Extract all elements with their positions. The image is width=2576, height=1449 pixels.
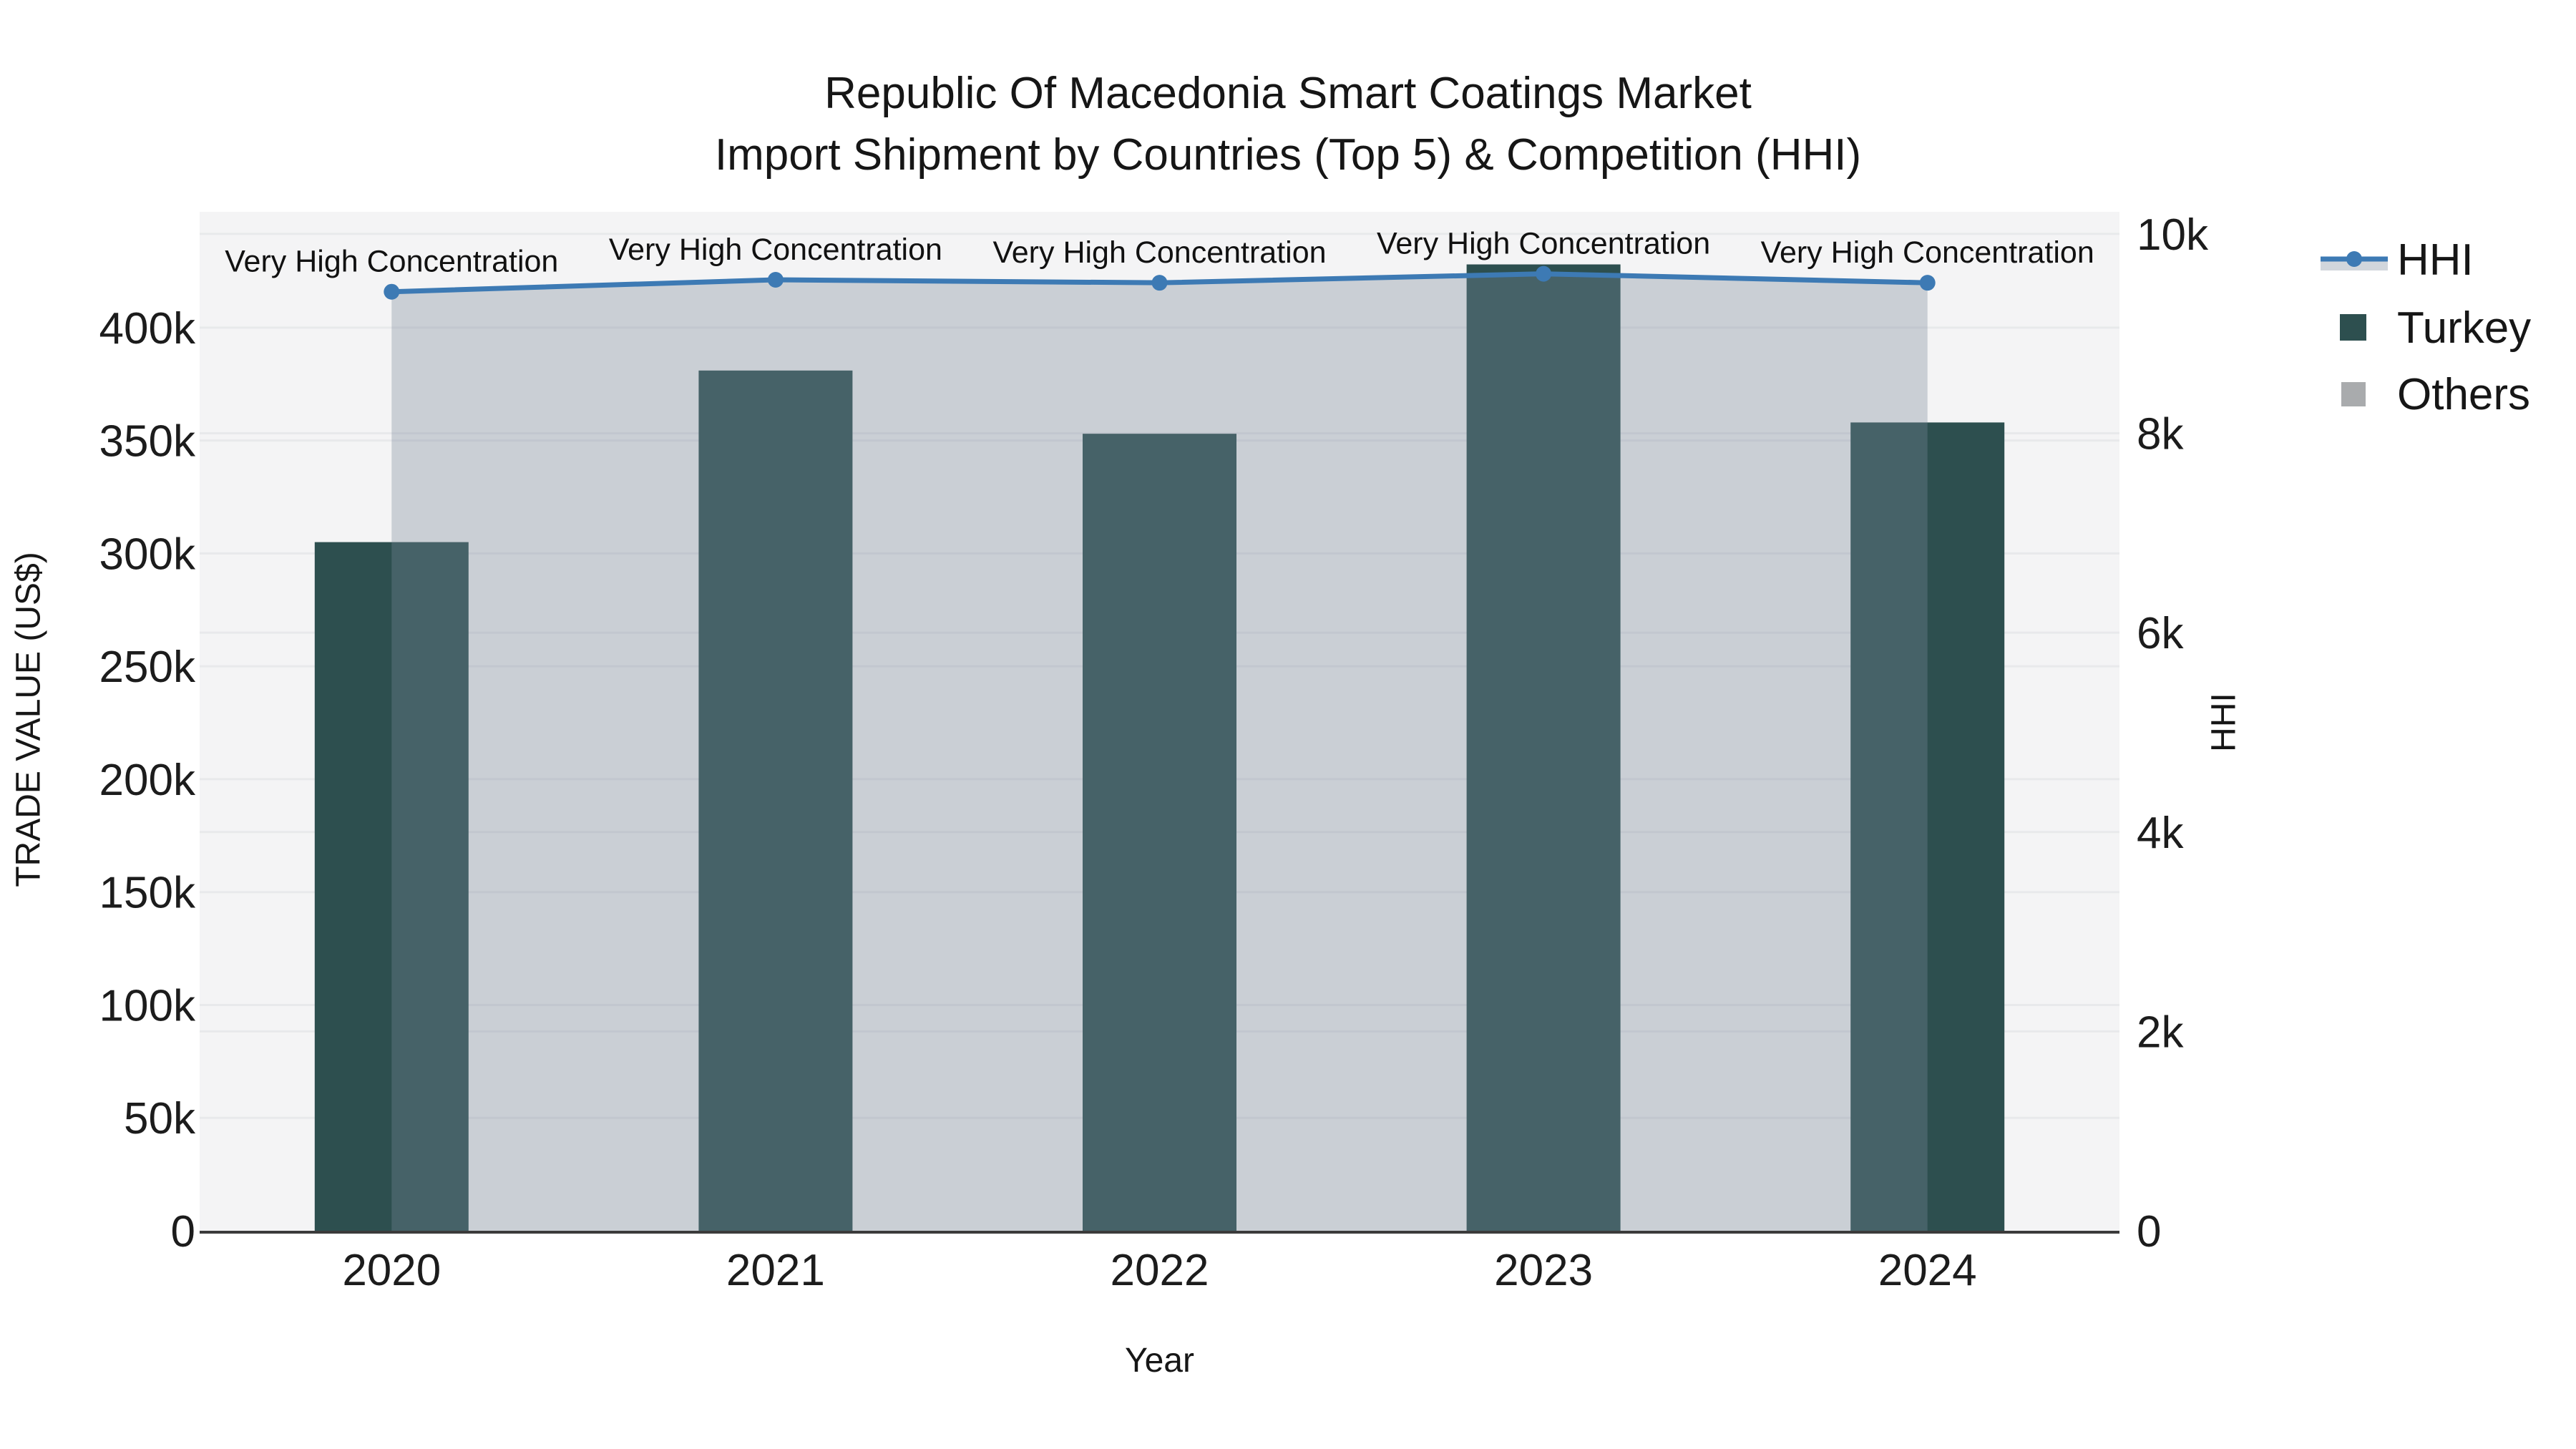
x-tick-label: 2023 — [1494, 1246, 1593, 1295]
turkey-bar[interactable] — [698, 370, 853, 1231]
y-left-tick-label: 150k — [99, 869, 196, 918]
annotation-label: Very High Concentration — [992, 235, 1326, 270]
y-axis-title-left: TRADE VALUE (US$) — [9, 552, 48, 887]
y-right-tick-label: 8k — [2137, 410, 2184, 459]
legend-label-hhi: HHI — [2397, 235, 2474, 285]
y-left-tick-label: 250k — [99, 643, 196, 692]
legend-label-others: Others — [2397, 369, 2531, 419]
legend-item-hhi[interactable]: HHI — [2321, 235, 2474, 285]
legend-item-turkey[interactable]: Turkey — [2321, 303, 2532, 353]
turkey-bar[interactable] — [314, 542, 469, 1231]
y-right-tick-label: 10k — [2137, 210, 2209, 260]
y-left-tick-label: 100k — [99, 981, 196, 1030]
legend-item-others[interactable]: Others — [2321, 369, 2531, 419]
hhi-marker[interactable] — [1536, 265, 1552, 282]
y-left-tick-label: 0 — [171, 1207, 195, 1257]
turkey-swatch-icon — [2321, 305, 2397, 351]
y-right-tick-label: 0 — [2137, 1207, 2161, 1257]
annotation-label: Very High Concentration — [1761, 235, 2094, 270]
y-left-tick-label: 350k — [99, 417, 196, 467]
others-swatch-icon — [2321, 371, 2397, 417]
y-left-tick-label: 50k — [124, 1094, 196, 1143]
y-right-tick-label: 6k — [2137, 609, 2184, 658]
y-right-tick-label: 2k — [2137, 1008, 2184, 1057]
y-left-tick-label: 400k — [99, 304, 196, 353]
annotation-label: Very High Concentration — [225, 245, 558, 279]
x-tick-label: 2020 — [342, 1246, 441, 1295]
legend-label-turkey: Turkey — [2397, 303, 2532, 353]
hhi-area — [391, 273, 1928, 1231]
turkey-bar[interactable] — [1466, 264, 1621, 1231]
hhi-marker[interactable] — [1919, 275, 1936, 291]
turkey-bar[interactable] — [1850, 422, 2005, 1231]
chart-title-line2: Import Shipment by Countries (Top 5) & C… — [714, 130, 1862, 180]
annotation-label: Very High Concentration — [1377, 227, 1710, 261]
chart-title: Republic Of Macedonia Smart Coatings Mar… — [0, 63, 2576, 186]
annotation-label: Very High Concentration — [609, 233, 942, 267]
x-tick-label: 2021 — [726, 1246, 825, 1295]
hhi-marker[interactable] — [767, 272, 784, 288]
turkey-bar[interactable] — [1083, 434, 1236, 1231]
y-right-tick-label: 4k — [2137, 809, 2184, 858]
x-axis-title: Year — [1125, 1342, 1194, 1380]
chart-title-line1: Republic Of Macedonia Smart Coatings Mar… — [824, 69, 1752, 118]
y-axis-title-right: HHI — [2205, 693, 2243, 752]
x-tick-label: 2024 — [1878, 1246, 1977, 1295]
y-left-tick-label: 200k — [99, 756, 196, 805]
hhi-line-marker-icon — [2321, 237, 2397, 283]
hhi-marker[interactable] — [384, 283, 400, 300]
hhi-marker[interactable] — [1151, 275, 1168, 291]
y-left-tick-label: 300k — [99, 530, 196, 579]
x-tick-label: 2022 — [1111, 1246, 1209, 1295]
